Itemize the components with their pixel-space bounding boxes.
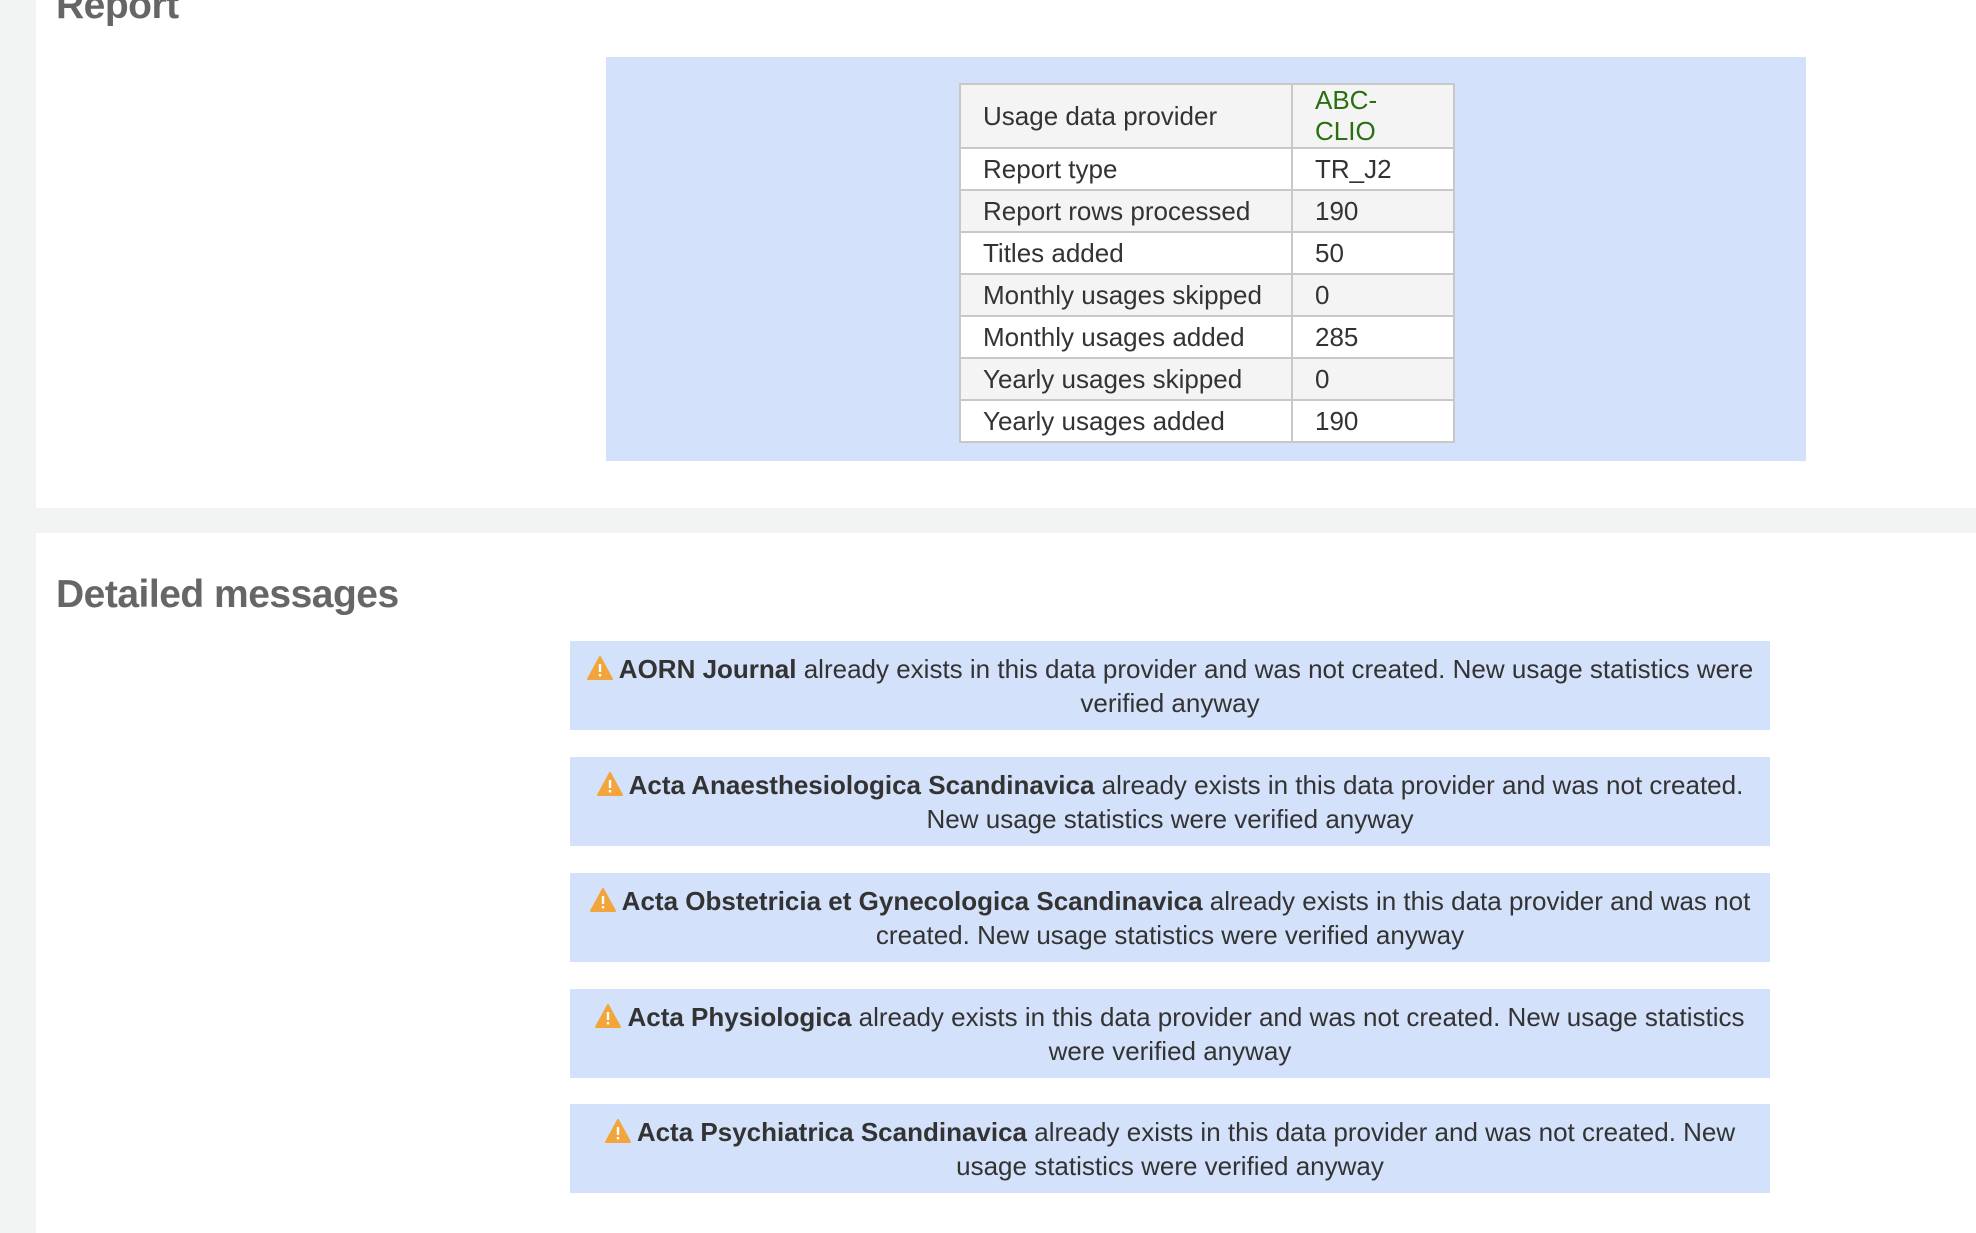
- table-row: Report rows processed 190: [959, 189, 1455, 233]
- message-title: Acta Physiologica: [627, 1002, 852, 1032]
- warning-icon: [604, 1118, 631, 1150]
- table-row: Yearly usages skipped 0: [959, 357, 1455, 401]
- warning-icon: [589, 887, 616, 919]
- message-title: Acta Psychiatrica Scandinavica: [636, 1117, 1028, 1147]
- message-title: Acta Obstetricia et Gynecologica Scandin…: [621, 886, 1203, 916]
- row-label: Monthly usages added: [959, 315, 1293, 359]
- message-text: already exists in this data provider and…: [796, 654, 1754, 718]
- warning-icon: [595, 1003, 622, 1035]
- detailed-messages-heading: Detailed messages: [56, 573, 399, 616]
- row-value: 0: [1291, 273, 1455, 317]
- row-label: Report type: [959, 147, 1293, 191]
- message-item: Acta Obstetricia et Gynecologica Scandin…: [570, 873, 1770, 962]
- row-label: Titles added: [959, 231, 1293, 275]
- row-label: Yearly usages skipped: [959, 357, 1293, 401]
- row-label: Usage data provider: [959, 83, 1293, 149]
- message-text: already exists in this data provider and…: [926, 770, 1744, 834]
- row-label: Yearly usages added: [959, 399, 1293, 443]
- message-title: AORN Journal: [618, 654, 797, 684]
- message-item: Acta Anaesthesiologica Scandinavica alre…: [570, 757, 1770, 846]
- table-row: Monthly usages skipped 0: [959, 273, 1455, 317]
- warning-icon: [596, 771, 623, 803]
- table-row: Yearly usages added 190: [959, 399, 1455, 443]
- message-item: Acta Physiologica already exists in this…: [570, 989, 1770, 1078]
- row-value: 190: [1291, 189, 1455, 233]
- report-section: Report Usage data provider ABC-CLIO Report…: [36, 0, 1976, 508]
- table-row: Monthly usages added 285: [959, 315, 1455, 359]
- report-summary-box: Usage data provider ABC-CLIO Report type TR…: [606, 57, 1806, 461]
- report-summary-table: Usage data provider ABC-CLIO Report type TR…: [959, 83, 1455, 443]
- table-row: Report type TR_J2: [959, 147, 1455, 191]
- provider-link[interactable]: ABC-CLIO: [1291, 83, 1455, 149]
- message-title: Acta Anaesthesiologica Scandinavica: [628, 770, 1095, 800]
- row-label: Report rows processed: [959, 189, 1293, 233]
- row-value: 0: [1291, 357, 1455, 401]
- message-text: already exists in this data provider and…: [875, 886, 1751, 950]
- message-item: Acta Psychiatrica Scandinavica already e…: [570, 1104, 1770, 1193]
- row-label: Monthly usages skipped: [959, 273, 1293, 317]
- warning-icon: [586, 655, 613, 687]
- table-row: Usage data provider ABC-CLIO: [959, 83, 1455, 149]
- row-value: 285: [1291, 315, 1455, 359]
- message-text: already exists in this data provider and…: [956, 1117, 1736, 1181]
- message-text: already exists in this data provider and…: [851, 1002, 1745, 1066]
- report-heading: Report: [56, 0, 179, 27]
- table-row: Titles added 50: [959, 231, 1455, 275]
- row-value: 50: [1291, 231, 1455, 275]
- row-value: 190: [1291, 399, 1455, 443]
- row-value: TR_J2: [1291, 147, 1455, 191]
- message-item: AORN Journal already exists in this data…: [570, 641, 1770, 730]
